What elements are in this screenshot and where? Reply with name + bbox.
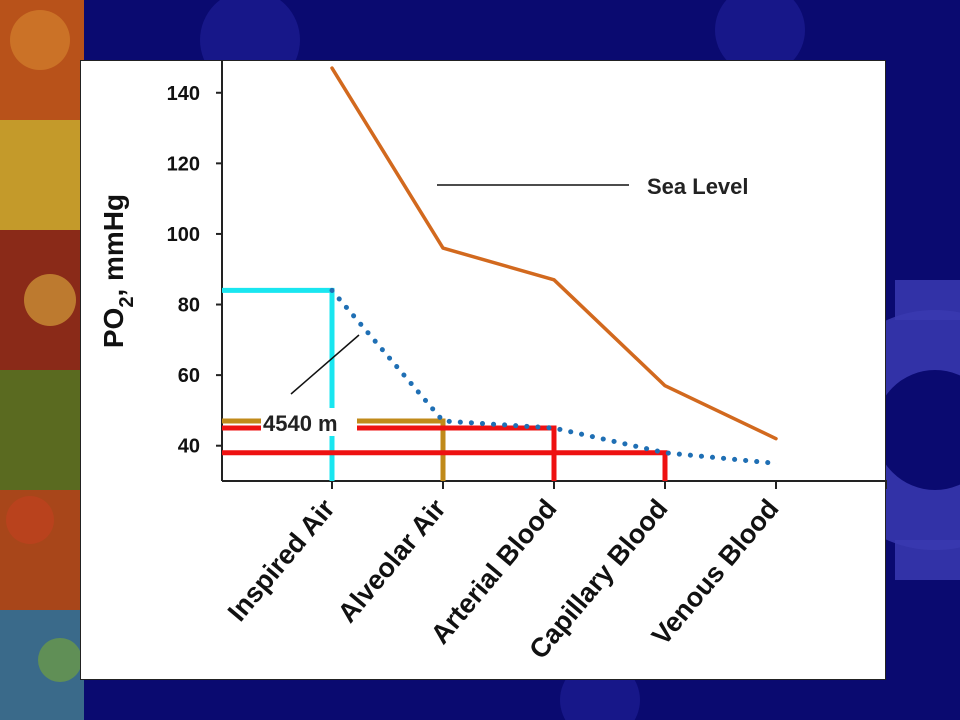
sea-level-label: Sea Level	[647, 174, 749, 199]
altitude-label: 4540 m	[263, 411, 338, 436]
series-line	[329, 287, 779, 466]
y-tick-label: 140	[167, 83, 200, 105]
altitude-leader-line	[290, 334, 360, 395]
chart-panel: 140 120 100 80 60 40 Inspired Air Alveolar Air…	[80, 60, 887, 680]
y-tick-label: 80	[178, 295, 200, 317]
y-axis-title-rest: , mmHg	[98, 194, 129, 297]
y-tick-label: 60	[178, 365, 200, 387]
x-ticks	[331, 481, 887, 489]
y-tick-label: 40	[178, 436, 200, 458]
series-layer	[329, 66, 779, 466]
altitude-label-bg	[261, 408, 357, 436]
y-ticks	[216, 91, 222, 447]
y-axis-title-subscript: 2	[116, 297, 138, 308]
y-tick-labels: 140 120 100 80 60 40	[167, 83, 200, 458]
y-tick-label: 100	[167, 224, 200, 246]
category-label: Inspired Air	[222, 493, 341, 627]
y-axis-title-main: PO	[98, 308, 129, 348]
highlight-lines	[222, 287, 668, 481]
y-axis-title: PO2, mmHg	[98, 194, 138, 348]
series-line	[330, 66, 778, 441]
y-tick-label: 120	[167, 153, 200, 175]
category-label: Alveolar Air	[332, 493, 452, 628]
